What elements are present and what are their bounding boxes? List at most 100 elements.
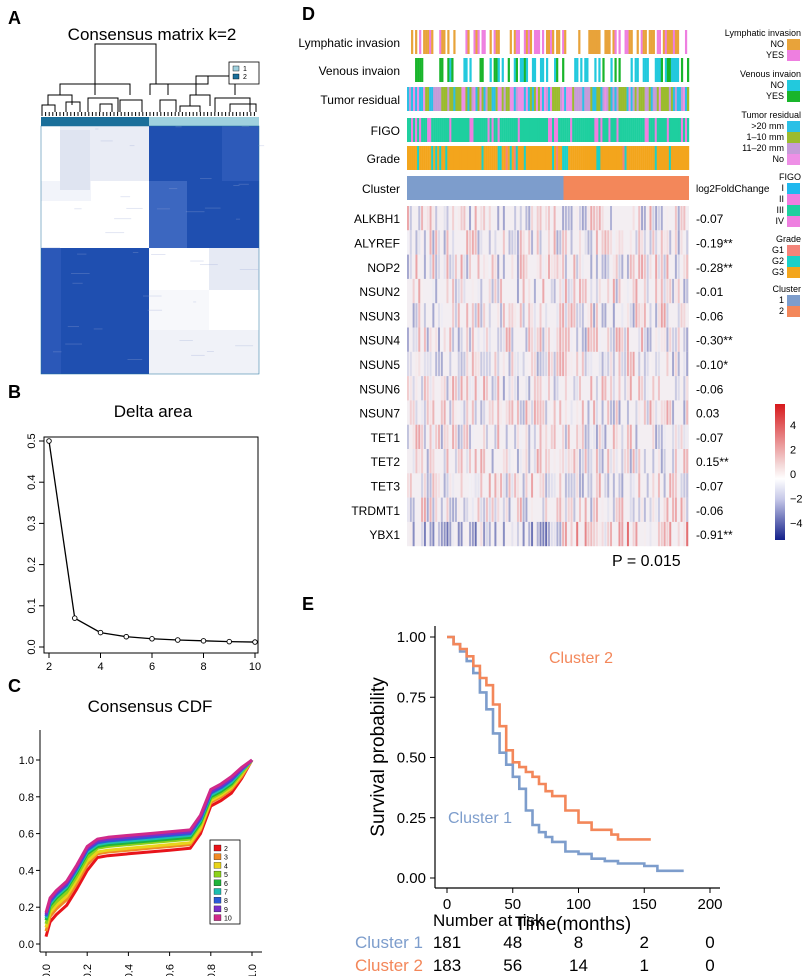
heatmap-cell	[494, 351, 497, 377]
heatmap-cell	[590, 497, 593, 522]
panel-c-xtick-label: 0.2	[82, 964, 94, 976]
annotation-cell	[584, 118, 587, 142]
heatmap-cell	[421, 521, 424, 547]
heatmap-cell	[511, 254, 514, 279]
heatmap-cell	[491, 400, 494, 425]
panel-b-ytick-label: 0.5	[26, 433, 38, 448]
annotation-cell	[572, 87, 575, 111]
legend-swatch-4-1	[787, 256, 800, 267]
annotation-cell	[425, 146, 428, 170]
annotation-cell	[670, 87, 674, 111]
heatmap-cell	[618, 424, 621, 449]
panel-letter-c: C	[8, 676, 21, 696]
heatmap-cell	[446, 473, 449, 498]
heatmap-cell	[505, 400, 508, 425]
heatmap-cell	[519, 424, 522, 449]
heatmap-cell	[542, 497, 545, 522]
heatmap-cell	[452, 230, 455, 255]
heatmap-cell	[666, 230, 669, 255]
annotation-cell	[624, 146, 627, 170]
heatmap-cell	[680, 473, 683, 498]
heatmap-cell	[528, 206, 531, 231]
annotation-cell	[672, 58, 676, 82]
heatmap-cell	[598, 473, 601, 498]
heatmap-cell	[474, 449, 477, 474]
heatmap-cell	[666, 400, 669, 425]
annotation-cell	[521, 87, 525, 111]
heatmap-cell	[443, 327, 446, 352]
annotation-cell	[676, 30, 680, 54]
heatmap-cell	[480, 497, 483, 522]
heatmap-cell	[601, 303, 604, 328]
heatmap-cell	[626, 521, 629, 547]
consensus-noise	[147, 309, 163, 311]
heatmap-cell	[629, 254, 632, 279]
heatmap-cell	[463, 206, 466, 231]
heatmap-cell	[525, 424, 528, 449]
heatmap-cell	[440, 400, 443, 425]
panel-c-legend-label: 10	[224, 916, 232, 923]
panel-b-xtick-label: 6	[149, 661, 155, 673]
heatmap-cell	[638, 230, 641, 255]
consensus-noise	[65, 343, 82, 345]
annotation-cell	[618, 30, 621, 54]
heatmap-cell	[545, 351, 548, 377]
heatmap-cell	[516, 254, 519, 279]
consensus-noise	[206, 351, 214, 352]
annotation-cell	[602, 146, 605, 170]
annotation-cell	[580, 87, 583, 111]
heatmap-cell	[539, 424, 542, 449]
annotation-cell	[662, 118, 666, 142]
annotation-cell	[588, 146, 591, 170]
heatmap-cell	[426, 449, 429, 474]
annotation-cell	[455, 87, 458, 111]
heatmap-cell	[548, 521, 550, 547]
heatmap-cell	[610, 521, 613, 547]
heatmap-cell	[446, 449, 449, 474]
annotation-cell	[431, 118, 434, 142]
heatmap-cell	[423, 351, 426, 377]
heatmap-cell	[632, 449, 635, 474]
legend-item-2-0: >20 mm	[751, 121, 784, 131]
heatmap-cell	[638, 400, 641, 425]
annotation-cell	[604, 146, 607, 170]
annotation-cell	[662, 30, 666, 54]
annotation-cell	[562, 118, 565, 142]
heatmap-cell	[415, 376, 418, 401]
annotation-cell	[548, 87, 551, 111]
legend-swatch-2-1	[787, 132, 800, 143]
heatmap-cell	[683, 206, 686, 231]
heatmap-cell	[415, 400, 418, 425]
heatmap-cell	[474, 351, 477, 377]
heatmap-cell	[519, 497, 522, 522]
heatmap-cell	[519, 206, 522, 231]
annotation-cell	[576, 146, 579, 170]
heatmap-cell	[457, 278, 460, 304]
annotation-cell	[427, 146, 430, 170]
heatmap-cell	[641, 376, 644, 401]
annotation-cell	[479, 58, 482, 82]
annotation-cell	[495, 58, 498, 82]
annotation-cell	[533, 146, 537, 170]
heatmap-cell	[663, 230, 666, 255]
annotation-cell	[415, 146, 418, 170]
heatmap-cell	[502, 473, 505, 498]
annotation-cell	[517, 146, 520, 170]
annotation-cell	[670, 30, 674, 54]
heatmap-cell	[477, 303, 480, 328]
heatmap-cell	[483, 400, 486, 425]
heatmap-cell	[471, 376, 474, 401]
heatmap-cell	[579, 497, 581, 522]
heatmap-cell	[607, 449, 610, 474]
heatmap-cell	[432, 278, 435, 304]
heatmap-cell	[615, 327, 618, 352]
heatmap-cell	[579, 303, 581, 328]
heatmap-cell	[528, 424, 531, 449]
heatmap-cell	[542, 351, 545, 377]
annotation-cell	[568, 146, 571, 170]
colorbar-tick-label: 4	[790, 420, 796, 432]
heatmap-cell	[626, 303, 629, 328]
heatmap-cell	[488, 278, 491, 304]
heatmap-cell	[657, 473, 660, 498]
heatmap-cell	[595, 521, 598, 547]
